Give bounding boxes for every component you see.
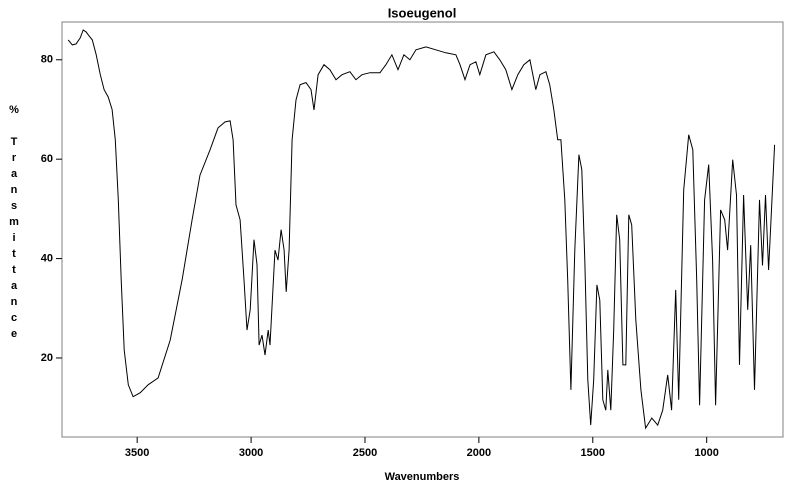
x-axis-label: Wavenumbers xyxy=(385,471,460,483)
y-tick-label: 80 xyxy=(41,54,53,66)
x-tick-label: 3500 xyxy=(125,447,149,459)
x-tick-label: 3000 xyxy=(239,447,263,459)
chart-title: Isoeugenol xyxy=(388,5,457,20)
x-tick-label: 1500 xyxy=(581,447,605,459)
x-tick-label: 2500 xyxy=(353,447,377,459)
x-tick-label: 1000 xyxy=(694,447,718,459)
y-tick-label: 40 xyxy=(41,252,53,264)
x-tick-label: 2000 xyxy=(467,447,491,459)
y-axis-label: % Transmittance xyxy=(8,104,20,344)
plot-frame xyxy=(61,21,784,438)
y-tick-label: 60 xyxy=(41,153,53,165)
y-tick-label: 20 xyxy=(41,352,53,364)
spectrum-line xyxy=(67,29,776,430)
